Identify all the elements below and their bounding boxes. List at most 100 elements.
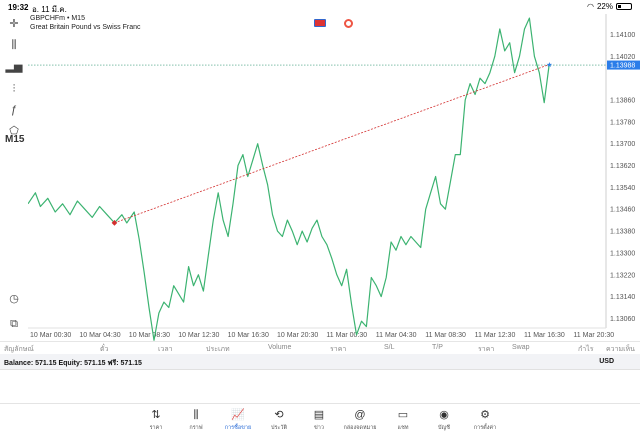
status-date: อ. 11 มี.ค. bbox=[32, 5, 67, 14]
nav-news[interactable]: ▤ ข่าว bbox=[299, 408, 339, 432]
nav-label: ราคา bbox=[149, 425, 163, 431]
price-tick-label: 1.13060 bbox=[610, 316, 635, 323]
trade-col-header: T/P bbox=[432, 344, 443, 351]
nav-history[interactable]: ⟲ ประวัติ bbox=[259, 408, 299, 432]
trade-col-header: S/L bbox=[384, 344, 395, 351]
chart-canvas: 1.14100 1.14020 1.13860 1.13780 1.13700 1.136… bbox=[28, 14, 640, 341]
settings-icon: ⚙ bbox=[480, 409, 490, 421]
trade-icon: 📈 bbox=[231, 409, 245, 421]
nav-label: แชท bbox=[397, 425, 409, 431]
time-tick-label: 11 Mar 00:30 bbox=[326, 332, 367, 339]
trend-start-marker bbox=[111, 220, 118, 226]
price-chart[interactable]: GBPCHFm • M15 Great Britain Pound vs Swi… bbox=[28, 14, 640, 344]
settings-sliders-icon[interactable]: ⫶ bbox=[12, 83, 16, 95]
mailbox-icon: @ bbox=[354, 409, 366, 421]
trade-col-header: สัญลักษณ์ bbox=[4, 346, 34, 353]
price-tick-label: 1.13460 bbox=[610, 207, 635, 214]
time-tick-label: 11 Mar 20:30 bbox=[573, 332, 614, 339]
current-price-label: 1.13988 bbox=[610, 63, 635, 70]
trade-col-header: ราคา bbox=[478, 346, 495, 353]
time-tick-label: 11 Mar 12:30 bbox=[475, 332, 516, 339]
trend-line bbox=[114, 64, 550, 224]
trade-col-header: ตั๋ว bbox=[100, 346, 109, 353]
nav-label: การซื้อขาย bbox=[224, 425, 252, 431]
price-tick-label: 1.13140 bbox=[610, 294, 635, 301]
nav-charts[interactable]: ⫼ กราฟ bbox=[176, 408, 216, 432]
news-icon: ▤ bbox=[313, 409, 325, 421]
time-tick-label: 11 Mar 04:30 bbox=[376, 332, 417, 339]
nav-chat[interactable]: ▭ แชท bbox=[383, 408, 423, 432]
crosshair-icon[interactable]: ✛ bbox=[9, 18, 19, 30]
balance-row: Balance: 571.15 Equity: 571.15 ฟรี: 571.… bbox=[0, 354, 640, 370]
current-price-tag bbox=[607, 60, 640, 70]
nav-label: กราฟ bbox=[189, 425, 203, 431]
function-icon[interactable]: ƒ bbox=[10, 104, 18, 116]
price-series-line bbox=[28, 17, 550, 341]
account-icon: ◉ bbox=[439, 409, 449, 421]
trade-col-header: ราคา bbox=[330, 346, 347, 353]
price-tick-label: 1.13780 bbox=[610, 119, 635, 126]
signal-icon[interactable] bbox=[344, 19, 353, 28]
history-icon: ⟲ bbox=[274, 409, 284, 421]
nav-label: ข่าว bbox=[314, 425, 324, 431]
trade-col-header: กำไร bbox=[578, 346, 594, 353]
charts-icon: ⫼ bbox=[193, 409, 199, 421]
time-tick-label: 10 Mar 08:30 bbox=[129, 332, 170, 339]
time-tick-label: 10 Mar 00:30 bbox=[30, 332, 71, 339]
trade-col-header: Volume bbox=[268, 344, 292, 351]
battery-icon bbox=[616, 3, 632, 10]
price-tick-label: 1.13860 bbox=[610, 98, 635, 105]
status-time: 19:32 bbox=[8, 3, 29, 12]
chart-symbol: GBPCHFm • M15 bbox=[30, 15, 85, 22]
chart-badges bbox=[314, 19, 353, 28]
price-tick-label: 1.13620 bbox=[610, 163, 635, 170]
chart-toolbar: ✛ ⫼ ▂▅ ⫶ ƒ ⬠ M15 ◷ ⧉ bbox=[0, 14, 28, 344]
time-tick-label: 11 Mar 16:30 bbox=[524, 332, 565, 339]
quick-trade-icon[interactable]: ◷ bbox=[9, 293, 19, 305]
trade-table-header: สัญลักษณ์ ตั๋ว เวลา ประเภท Volume ราคา S/L T/P ร… bbox=[0, 341, 640, 364]
trade-col-header: ประเภท bbox=[206, 346, 230, 353]
chart-type-icon[interactable]: ⫼ bbox=[11, 39, 17, 51]
nav-label: กล่องจดหมาย bbox=[343, 425, 377, 431]
nav-account[interactable]: ◉ บัญชี bbox=[424, 408, 464, 432]
trade-col-header: เวลา bbox=[158, 346, 173, 353]
nav-mailbox[interactable]: @ กล่องจดหมาย bbox=[340, 408, 380, 432]
price-tick-label: 1.13540 bbox=[610, 185, 635, 192]
nav-quotes[interactable]: ⇅ ราคา bbox=[136, 408, 176, 432]
price-tick-label: 1.13380 bbox=[610, 229, 635, 236]
price-tick-label: 1.13300 bbox=[610, 250, 635, 257]
balance-text: Balance: 571.15 Equity: 571.15 ฟรี: 571.… bbox=[4, 360, 142, 367]
time-tick-label: 10 Mar 04:30 bbox=[79, 332, 120, 339]
status-right: ◠ 22% bbox=[587, 2, 632, 11]
price-tick-label: 1.14020 bbox=[610, 54, 635, 61]
chat-icon: ▭ bbox=[397, 409, 409, 421]
trade-col-header: Swap bbox=[512, 344, 530, 351]
time-tick-label: 10 Mar 20:30 bbox=[277, 332, 318, 339]
nav-label: การตั้งค่า bbox=[473, 425, 497, 431]
status-bar: 19:32 อ. 11 มี.ค. ◠ 22% bbox=[0, 0, 640, 14]
price-tick-label: 1.13220 bbox=[610, 272, 635, 279]
nav-settings[interactable]: ⚙ การตั้งค่า bbox=[465, 408, 505, 432]
price-tick-label: 1.13700 bbox=[610, 141, 635, 148]
quotes-icon: ⇅ bbox=[151, 409, 161, 421]
time-tick-label: 11 Mar 08:30 bbox=[425, 332, 466, 339]
indicators-icon[interactable]: ▂▅ bbox=[5, 61, 23, 73]
balance-currency: USD bbox=[599, 358, 614, 365]
wifi-icon: ◠ bbox=[587, 2, 594, 11]
bottom-nav: ⇅ ราคา ⫼ กราฟ 📈 การซื้อขาย ⟲ ประวัติ ▤ ข่าว @ กล่อง… bbox=[0, 403, 640, 447]
nav-label: บัญชี bbox=[438, 425, 450, 431]
trade-logo-icon[interactable]: ⧉ bbox=[10, 318, 18, 330]
nav-trade[interactable]: 📈 การซื้อขาย bbox=[218, 408, 258, 432]
battery-fill bbox=[618, 5, 621, 8]
trend-end-star-icon: ★ bbox=[546, 61, 552, 69]
nav-label: ประวัติ bbox=[270, 425, 288, 431]
battery-percent: 22% bbox=[596, 2, 613, 11]
price-tick-label: 1.14100 bbox=[610, 32, 635, 39]
objects-icon[interactable]: ⬠ bbox=[9, 125, 19, 137]
time-tick-label: 10 Mar 16:30 bbox=[228, 332, 269, 339]
chart-description: Great Britain Pound vs Swiss Franc bbox=[30, 24, 141, 31]
one-click-trading-icon[interactable] bbox=[314, 19, 326, 27]
time-tick-label: 10 Mar 12:30 bbox=[178, 332, 219, 339]
timeframe-button[interactable]: M15 bbox=[5, 134, 25, 145]
